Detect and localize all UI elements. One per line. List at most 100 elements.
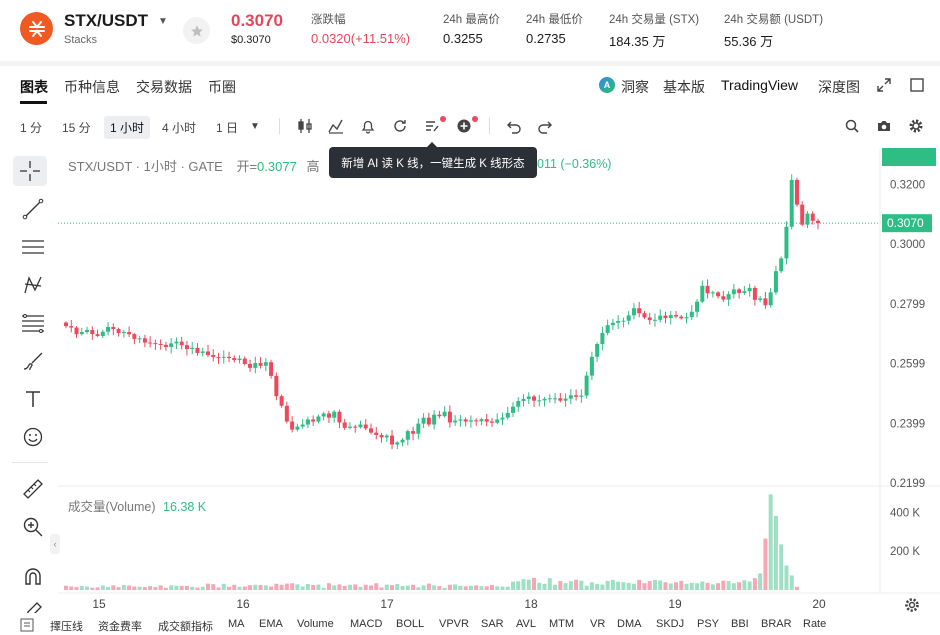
- indicator-8[interactable]: VPVR: [439, 618, 469, 630]
- replay-icon[interactable]: [391, 117, 409, 135]
- indicator-0[interactable]: 擇压线: [50, 621, 83, 633]
- pair-title[interactable]: STX/USDT: [64, 11, 149, 30]
- indicator-5[interactable]: Volume: [297, 618, 334, 630]
- volume-bar: [752, 578, 757, 590]
- horizontal-lines-tool-icon[interactable]: [16, 232, 50, 262]
- emoji-tool-icon[interactable]: [16, 422, 50, 452]
- favorite-star-button[interactable]: [183, 17, 210, 44]
- tab-basic[interactable]: 基本版: [663, 79, 705, 95]
- collapse-toolbar-icon[interactable]: ‹: [50, 534, 60, 554]
- camera-icon[interactable]: [875, 117, 893, 135]
- volume-bar: [221, 583, 226, 590]
- settings-gear-icon[interactable]: [907, 117, 925, 135]
- candle-body: [179, 341, 184, 346]
- tab-depth[interactable]: 深度图: [818, 79, 860, 95]
- tf-4h[interactable]: 4 小时: [162, 121, 197, 135]
- candle-body: [300, 424, 305, 427]
- candle-body: [542, 398, 547, 401]
- volume-bar: [768, 494, 773, 590]
- indicator-13[interactable]: DMA: [617, 618, 642, 630]
- indicator-11[interactable]: MTM: [549, 618, 575, 630]
- pair-dropdown-icon[interactable]: ▼: [158, 16, 168, 27]
- tf-1m[interactable]: 1 分: [20, 121, 43, 135]
- indicator-18[interactable]: Rate: [803, 618, 827, 630]
- tf-15m[interactable]: 15 分: [62, 121, 91, 135]
- indicator-6[interactable]: MACD: [350, 618, 383, 630]
- indicator-12[interactable]: VR: [590, 618, 606, 630]
- indicator-4[interactable]: EMA: [259, 618, 283, 630]
- trendline-tool-icon[interactable]: [16, 194, 50, 224]
- text-tool-icon[interactable]: [16, 384, 50, 414]
- tab-community[interactable]: 币圈: [208, 79, 236, 95]
- candle-body: [195, 347, 200, 353]
- brush-tool-icon[interactable]: [16, 346, 50, 376]
- candle-body: [621, 320, 626, 322]
- indicators-icon[interactable]: [327, 117, 345, 135]
- ai-kline-icon[interactable]: [423, 117, 441, 135]
- tab-coin-info[interactable]: 币种信息: [64, 79, 120, 95]
- volume-bar: [395, 583, 400, 590]
- window-icon[interactable]: [910, 78, 924, 97]
- indicator-14[interactable]: SKDJ: [656, 618, 685, 630]
- zoom-in-tool-icon[interactable]: [16, 512, 50, 542]
- fib-tool-icon[interactable]: [16, 308, 50, 338]
- candle-body: [589, 356, 594, 376]
- candle-body: [616, 321, 621, 323]
- chart-area[interactable]: 0.3200 0.3000 0.2799 0.2599 0.2399 0.2199 0.30…: [58, 148, 940, 613]
- candle-body: [737, 289, 742, 293]
- indicator-9[interactable]: SAR: [481, 618, 504, 630]
- candle-body: [437, 414, 442, 417]
- candle-body: [290, 421, 295, 430]
- crosshair-tool-icon[interactable]: [13, 156, 47, 186]
- candle-body: [142, 338, 147, 343]
- magnet-tool-icon[interactable]: [16, 562, 50, 592]
- expand-icon[interactable]: [877, 78, 891, 97]
- add-icon[interactable]: [455, 117, 473, 135]
- volume-bar: [369, 585, 374, 590]
- tab-insight[interactable]: 洞察: [621, 79, 649, 95]
- tf-1d[interactable]: 1 日: [216, 121, 239, 135]
- candle-body: [116, 329, 121, 333]
- tab-trade-data[interactable]: 交易数据: [136, 79, 192, 95]
- star-icon: [190, 24, 203, 36]
- new-badge-icon: [440, 116, 446, 122]
- volume-bar: [90, 587, 95, 590]
- candle-body: [216, 357, 221, 359]
- volume-bar: [106, 587, 111, 590]
- time-tick-label: 15: [92, 597, 106, 611]
- indicator-list-icon[interactable]: [20, 618, 34, 635]
- indicator-17[interactable]: BRAR: [761, 618, 792, 630]
- redo-icon[interactable]: [536, 117, 554, 135]
- chart-settings-icon[interactable]: [904, 597, 920, 618]
- indicator-3[interactable]: MA: [228, 618, 245, 630]
- tab-chart[interactable]: 图表: [20, 79, 48, 95]
- candle-type-icon[interactable]: [296, 117, 314, 135]
- indicator-10[interactable]: AVL: [516, 618, 536, 630]
- candle-body: [411, 431, 416, 434]
- candlestick-chart[interactable]: 0.3200 0.3000 0.2799 0.2599 0.2399 0.2199 0.30…: [58, 148, 940, 613]
- alert-icon[interactable]: [359, 117, 377, 135]
- candle-body: [489, 421, 494, 423]
- search-icon[interactable]: [843, 117, 861, 135]
- indicator-1[interactable]: 资金费率: [98, 621, 142, 633]
- volume-bar: [563, 583, 568, 590]
- candle-body: [174, 341, 179, 344]
- ruler-tool-icon[interactable]: [16, 474, 50, 504]
- volume-bar: [174, 585, 179, 590]
- indicator-7[interactable]: BOLL: [396, 618, 425, 630]
- candle-body: [763, 298, 768, 306]
- tf-1h[interactable]: 1 小时: [104, 116, 151, 139]
- indicator-16[interactable]: BBI: [731, 618, 749, 630]
- undo-icon[interactable]: [505, 117, 523, 135]
- indicator-2[interactable]: 成交额指标: [158, 621, 213, 633]
- pattern-tool-icon[interactable]: [16, 270, 50, 300]
- volume-bar: [274, 583, 279, 590]
- tab-tradingview[interactable]: TradingView: [721, 77, 799, 93]
- indicator-15[interactable]: PSY: [697, 618, 720, 630]
- stat-turnover-label: 24h 交易额 (USDT): [724, 14, 824, 26]
- candle-body: [311, 419, 316, 422]
- tf-dropdown-icon[interactable]: ▼: [250, 121, 260, 132]
- drawing-toolbar: ‹: [0, 148, 62, 635]
- candle-body: [74, 327, 79, 335]
- candle-body: [253, 363, 258, 368]
